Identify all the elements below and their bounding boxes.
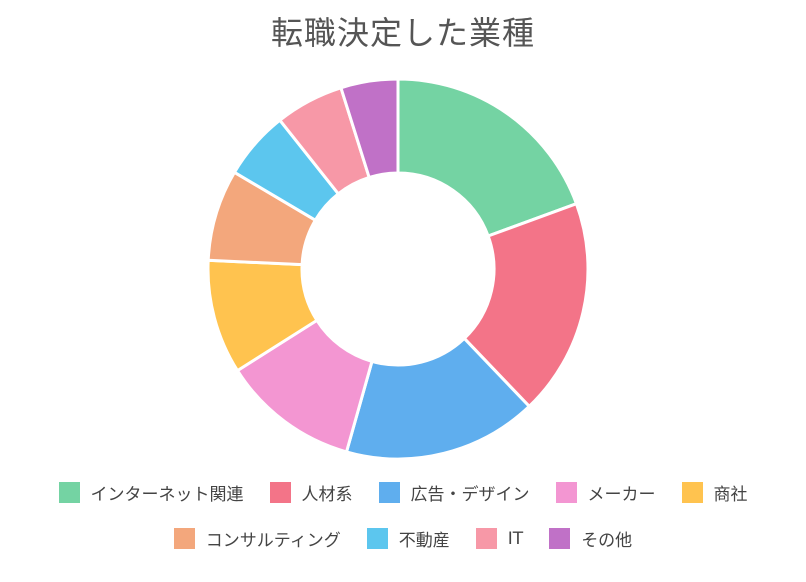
donut-slice-3[interactable] <box>344 336 532 461</box>
legend-item[interactable]: その他 <box>549 526 632 551</box>
legend-item[interactable]: インターネット関連 <box>58 480 244 505</box>
legend-item[interactable]: IT <box>475 528 524 549</box>
legend-label: 人材系 <box>301 485 353 505</box>
legend-item[interactable]: メーカー <box>555 480 656 505</box>
legend-item[interactable]: 商社 <box>681 480 748 505</box>
legend-item[interactable]: 広告・デザイン <box>378 480 530 505</box>
legend-label: メーカー <box>587 485 656 505</box>
donut-slice-2[interactable] <box>462 201 590 409</box>
legend-label: インターネット関連 <box>90 485 244 505</box>
legend-swatch <box>378 482 400 503</box>
legend-row-1: インターネット関連 人材系 広告・デザイン メーカー 商社 <box>0 480 806 505</box>
legend-row-2: コンサルティング 不動産 IT その他 <box>0 526 806 551</box>
legend-label: 商社 <box>713 485 748 505</box>
legend-label: コンサルティング <box>205 531 341 551</box>
chart-title: 転職決定した業種 <box>270 14 535 52</box>
donut-slice-9[interactable] <box>339 77 400 180</box>
legend-label: IT <box>507 528 524 549</box>
legend-item[interactable]: 人材系 <box>269 480 353 505</box>
legend-swatch <box>475 528 497 549</box>
legend-swatch <box>555 482 577 503</box>
donut-slice-1[interactable] <box>396 77 579 238</box>
legend-label: 不動産 <box>398 531 450 551</box>
legend-swatch <box>58 482 80 503</box>
legend-swatch <box>549 528 571 549</box>
legend-swatch <box>173 528 195 549</box>
legend-label: その他 <box>581 531 633 551</box>
legend-label: 広告・デザイン <box>410 485 530 505</box>
legend-swatch <box>681 482 703 503</box>
legend-swatch <box>269 482 291 503</box>
legend-item[interactable]: 不動産 <box>366 526 450 551</box>
donut-chart <box>206 77 590 461</box>
legend-swatch <box>366 528 388 549</box>
legend-item[interactable]: コンサルティング <box>173 526 341 551</box>
